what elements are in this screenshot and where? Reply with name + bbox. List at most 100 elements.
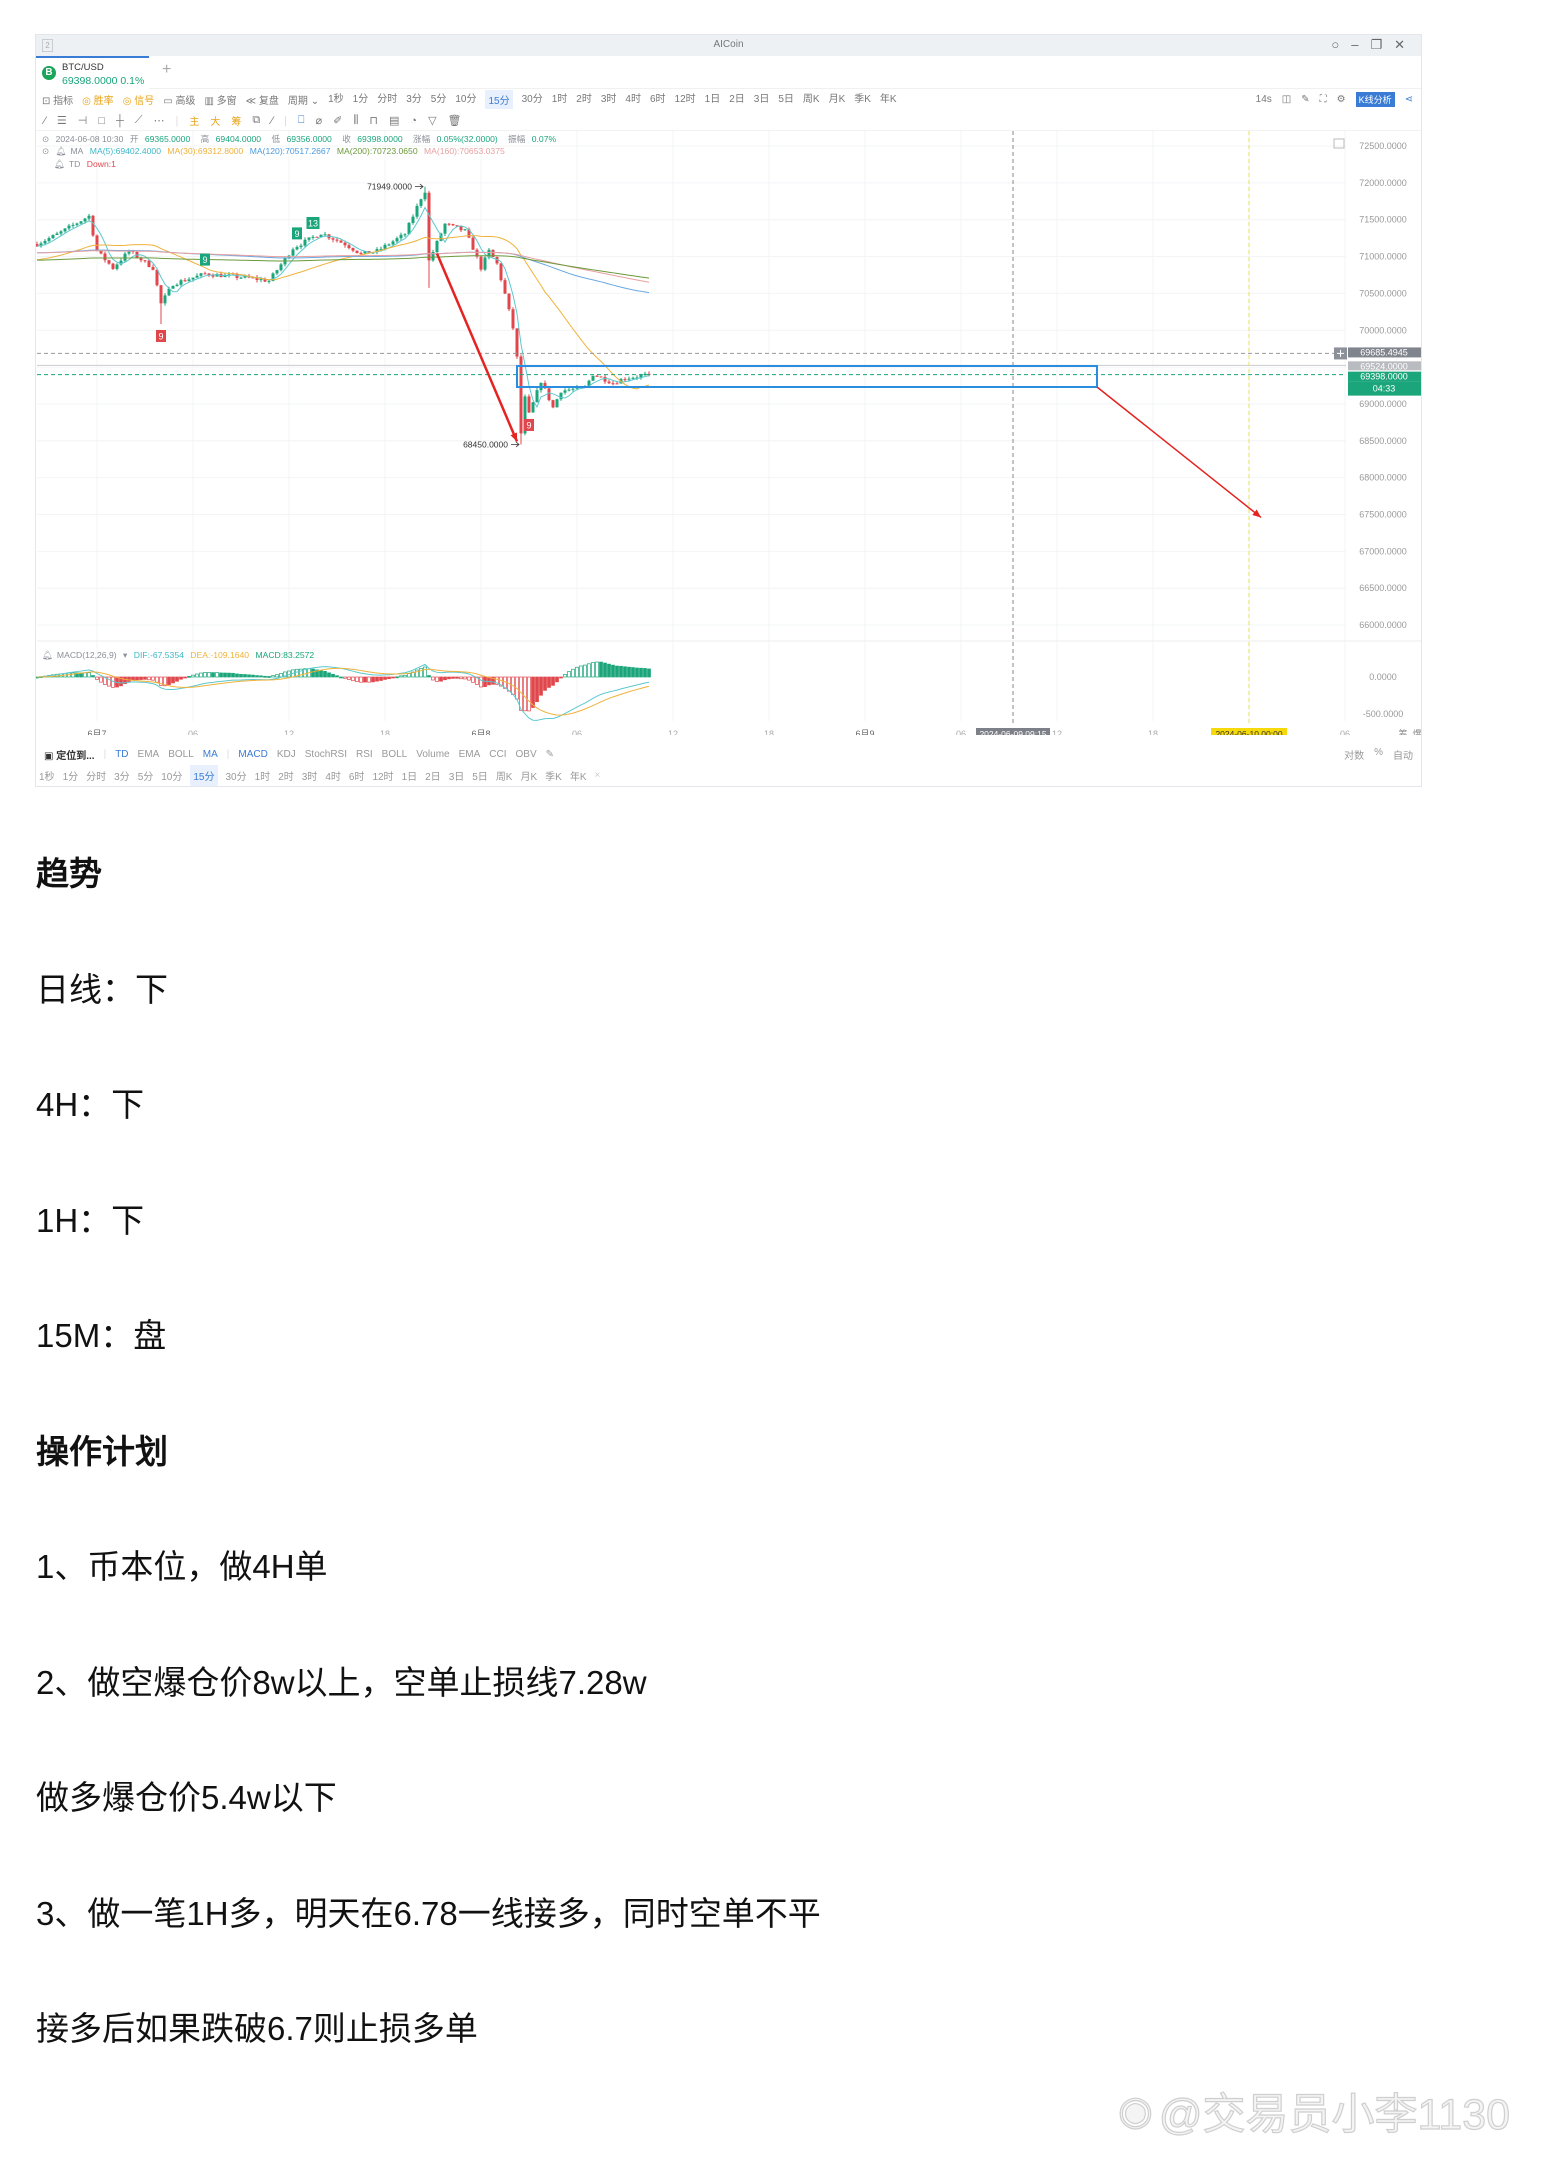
bottom-period-2[interactable]: 分时 — [86, 771, 107, 783]
sub-indicator-kdj[interactable]: KDJ — [276, 748, 296, 760]
period-8[interactable]: 1时 — [551, 93, 568, 105]
note-icon[interactable]: ▤ — [389, 115, 400, 127]
main-indicator-boll[interactable]: BOLL — [168, 748, 194, 760]
settings-icon[interactable]: ⚙ — [1336, 94, 1346, 105]
camera-icon[interactable]: ◫ — [1281, 94, 1292, 105]
collapse-icon[interactable]: ⊙ — [42, 134, 50, 144]
filter-icon[interactable]: ▽ — [428, 115, 437, 127]
period-7[interactable]: 30分 — [521, 93, 543, 105]
period-12[interactable]: 6时 — [649, 93, 666, 105]
signal-button[interactable]: ◎ 信号 — [122, 95, 155, 107]
bottom-period-5[interactable]: 10分 — [161, 771, 183, 783]
sub-indicator-volume[interactable]: Volume — [416, 748, 450, 760]
period-14[interactable]: 1日 — [704, 93, 721, 105]
sub-indicator-macd[interactable]: MACD — [238, 748, 268, 760]
rectangle-tool-icon[interactable]: □ — [98, 114, 105, 127]
period-18[interactable]: 周K — [802, 93, 820, 105]
bottom-period-8[interactable]: 1时 — [254, 771, 271, 783]
trash-icon[interactable]: 🗑 — [447, 115, 462, 127]
period-6[interactable]: 15分 — [485, 89, 513, 109]
bottom-period-9[interactable]: 2时 — [278, 771, 294, 783]
edit-icon[interactable]: ✎ — [545, 748, 555, 760]
share-icon[interactable]: ⋖ — [1404, 94, 1413, 105]
scale-log[interactable]: 对数 — [1344, 750, 1365, 762]
bottom-period-17[interactable]: 5日 — [472, 771, 488, 783]
collapse-icon[interactable]: ⊙ — [42, 146, 50, 156]
bottom-period-20[interactable]: 季K — [545, 771, 562, 783]
main-indicator-ma[interactable]: MA — [202, 748, 218, 760]
period-dropdown[interactable]: 周期 ⌄ — [287, 95, 320, 107]
copy-icon[interactable]: ⧉ — [252, 114, 261, 126]
period-16[interactable]: 3日 — [753, 93, 770, 105]
period-5[interactable]: 10分 — [455, 93, 477, 105]
period-21[interactable]: 年K — [879, 93, 897, 105]
brush-icon[interactable]: ✐ — [333, 115, 343, 127]
close-period-bar-icon[interactable]: × — [594, 769, 601, 781]
fullscreen-icon[interactable]: ⛶ — [1319, 94, 1327, 105]
period-20[interactable]: 季K — [854, 93, 871, 105]
period-3[interactable]: 3分 — [406, 93, 422, 105]
kline-analysis-button[interactable]: K线分析 — [1355, 92, 1395, 107]
period-17[interactable]: 5日 — [778, 93, 794, 105]
scale-percent[interactable]: % — [1374, 746, 1383, 758]
bottom-period-21[interactable]: 年K — [569, 771, 587, 783]
link-icon[interactable]: ⌀ — [315, 115, 323, 127]
bottom-period-10[interactable]: 3时 — [301, 771, 318, 783]
bottom-period-18[interactable]: 周K — [495, 771, 513, 783]
parallel-tool-icon[interactable]: ☰ — [56, 115, 67, 127]
period-1[interactable]: 1分 — [352, 93, 369, 105]
search-icon[interactable]: ○ — [1331, 37, 1340, 52]
bottom-period-13[interactable]: 12时 — [372, 771, 394, 783]
bottom-period-12[interactable]: 6时 — [348, 771, 365, 783]
period-9[interactable]: 2时 — [576, 93, 592, 105]
period-10[interactable]: 3时 — [600, 93, 617, 105]
bottom-period-16[interactable]: 3日 — [448, 771, 465, 783]
sub-indicator-cci[interactable]: CCI — [489, 748, 507, 760]
bottom-period-3[interactable]: 3分 — [114, 771, 130, 783]
bottom-period-14[interactable]: 1日 — [401, 771, 418, 783]
bottom-period-1[interactable]: 1分 — [62, 771, 79, 783]
bottom-period-19[interactable]: 月K — [520, 771, 538, 783]
tab-btc-usd[interactable]: B BTC/USD 69398.0000 0.1% — [36, 56, 149, 89]
period-19[interactable]: 月K — [828, 93, 846, 105]
bookmark-icon[interactable]: ⎕ — [297, 114, 305, 126]
sub-indicator-ema[interactable]: EMA — [458, 748, 481, 760]
compare-icon[interactable]: ⫼ — [353, 114, 359, 126]
formula-icon[interactable]: ∕ — [271, 114, 274, 127]
price-chart[interactable]: 72500.0000 72000.0000 71500.0000 71000.0000… — [36, 35, 1423, 735]
bottom-period-4[interactable]: 5分 — [137, 771, 154, 783]
chip-button[interactable]: 筹 — [231, 117, 242, 128]
minimize-icon[interactable]: – — [1351, 37, 1359, 52]
bottom-period-11[interactable]: 4时 — [325, 771, 341, 783]
sub-indicator-rsi[interactable]: RSI — [356, 748, 373, 760]
bottom-period-6[interactable]: 15分 — [190, 764, 218, 786]
more-tools-icon[interactable]: ⋯ — [153, 115, 165, 127]
sub-indicator-stochrsi[interactable]: StochRSI — [304, 748, 347, 760]
main-force-button[interactable]: 主 — [189, 117, 200, 128]
ray-tool-icon[interactable]: ⟋ — [134, 114, 143, 126]
multi-window-button[interactable]: ▥ 多窗 — [204, 95, 237, 107]
horizontal-line-icon[interactable]: ⊣ — [77, 115, 88, 127]
sub-indicator-boll[interactable]: BOLL — [381, 748, 408, 760]
indicators-button[interactable]: ⊡ 指标 — [42, 95, 74, 107]
sub-indicator-obv[interactable]: OBV — [515, 748, 537, 760]
main-indicator-ema[interactable]: EMA — [137, 748, 160, 760]
period-15[interactable]: 2日 — [729, 93, 745, 105]
period-0[interactable]: 1秒 — [328, 93, 344, 105]
vertical-line-icon[interactable]: ┼ — [115, 114, 124, 127]
period-13[interactable]: 12时 — [674, 93, 696, 105]
period-11[interactable]: 4时 — [625, 93, 641, 105]
close-icon[interactable]: ✕ — [1394, 37, 1405, 52]
bottom-period-0[interactable]: 1秒 — [39, 771, 55, 783]
pencil-icon[interactable]: ✎ — [1301, 94, 1310, 105]
large-order-button[interactable]: 大 — [210, 117, 221, 128]
add-tab-button[interactable]: + — [162, 61, 172, 78]
advanced-button[interactable]: ▭ 高级 — [163, 95, 196, 107]
period-2[interactable]: 分时 — [377, 93, 398, 105]
locate-button[interactable]: ▣ 定位到... — [44, 750, 95, 762]
line-tool-icon[interactable]: ⁄ — [44, 114, 46, 127]
bottom-period-15[interactable]: 2日 — [425, 771, 441, 783]
replay-button[interactable]: ≪ 复盘 — [245, 95, 279, 107]
dropdown-icon[interactable]: ▾ — [123, 650, 128, 660]
restore-icon[interactable]: ❐ — [1370, 37, 1383, 52]
